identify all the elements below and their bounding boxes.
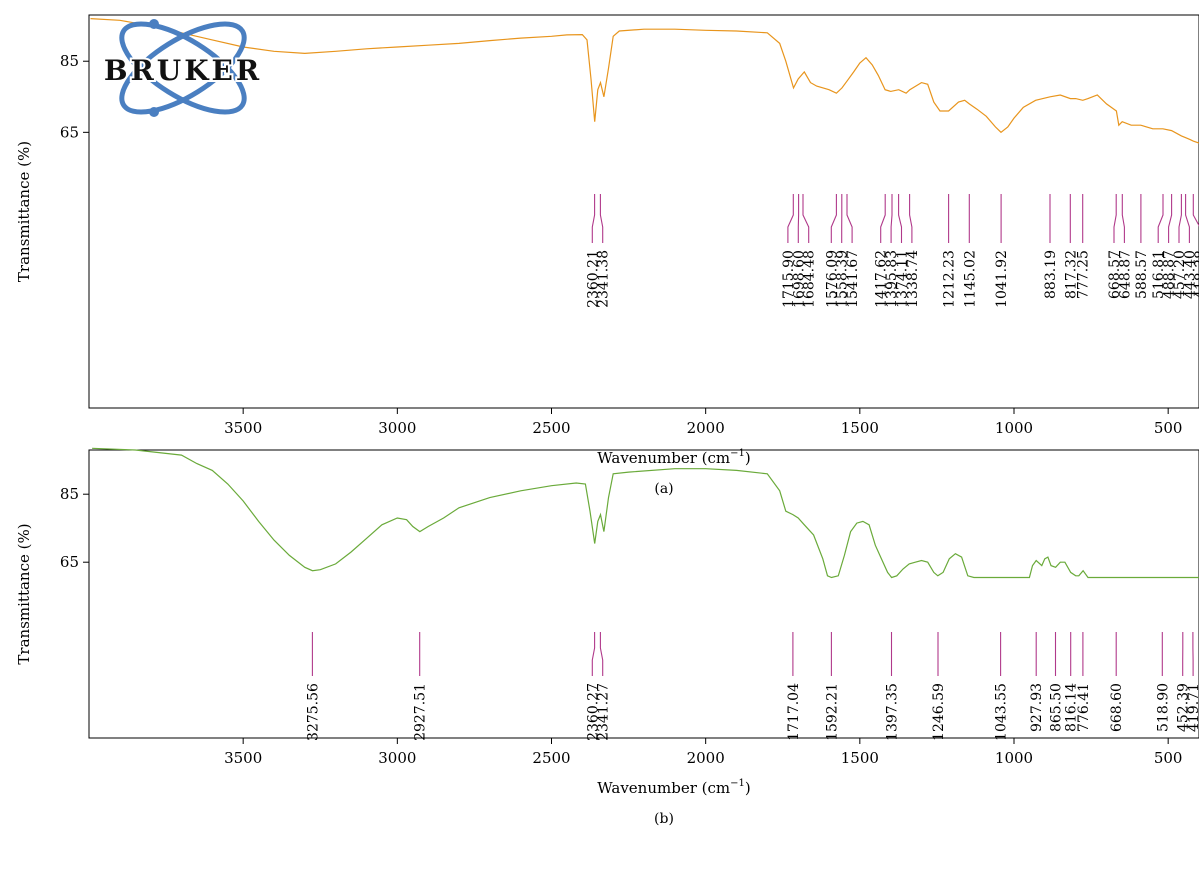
- y-tick-label: 85: [60, 52, 79, 70]
- peak-label: 1717.04: [786, 683, 802, 741]
- peak-label: 777.25: [1076, 250, 1092, 299]
- x-tick-label: 500: [1154, 419, 1183, 437]
- peak-label: 1041.92: [994, 250, 1010, 308]
- peak-label: 1397.35: [885, 683, 901, 741]
- x-axis-label-a: Wavenumber (cm−1): [597, 448, 750, 467]
- x-axis-a: 3500 3000 2500 2000 1500 1000 500: [224, 408, 1182, 437]
- x-axis-b: 3500 3000 2500 2000 1500 1000 500: [224, 738, 1182, 767]
- peak-label: 776.41: [1076, 683, 1092, 732]
- peak-marker: [831, 194, 836, 243]
- peak-label: 648.87: [1117, 250, 1133, 299]
- x-axis-label-b: Wavenumber (cm−1): [597, 778, 750, 797]
- y-axis-b: 65 85: [60, 485, 89, 571]
- peak-marker: [1193, 194, 1199, 243]
- peak-label: 668.60: [1109, 683, 1125, 732]
- peak-label: 2927.51: [413, 683, 429, 741]
- x-tick-label: 2500: [532, 419, 570, 437]
- spectrum-line-b: [92, 448, 1199, 577]
- peak-marker: [881, 194, 886, 243]
- peak-marker: [910, 194, 912, 243]
- peak-marker: [899, 194, 902, 243]
- peak-label: 1246.59: [931, 683, 947, 741]
- x-tick-label: 1500: [841, 419, 879, 437]
- x-tick-label: 1500: [841, 749, 879, 767]
- panel-a: 65 85 3500 3000 2500 2000 1500 1000 500 2360.21…: [15, 7, 1199, 497]
- x-tick-label: 3000: [378, 749, 416, 767]
- y-axis-label-b: Transmittance (%): [15, 523, 33, 664]
- peak-marker: [592, 194, 594, 243]
- y-tick-label: 85: [60, 485, 79, 503]
- peak-label: 927.93: [1029, 683, 1045, 732]
- peak-marker: [1122, 194, 1124, 243]
- x-tick-label: 3000: [378, 419, 416, 437]
- peak-marker: [600, 632, 602, 676]
- logo-wordmark: BRUKER: [104, 54, 262, 87]
- x-tick-label: 1000: [995, 749, 1033, 767]
- peak-marker: [1179, 194, 1181, 243]
- x-tick-label: 3500: [224, 749, 262, 767]
- peak-label: 883.19: [1043, 250, 1059, 299]
- peak-label: 419.71: [1186, 683, 1199, 732]
- peak-label: 1541.67: [845, 250, 861, 308]
- y-axis-a: 65 85: [60, 52, 89, 141]
- peak-label: 1043.55: [994, 683, 1010, 741]
- panel-b: 65 85 3500 3000 2500 2000 1500 1000 500 3275.56…: [15, 448, 1199, 827]
- x-tick-label: 3500: [224, 419, 262, 437]
- peak-label: 1592.21: [824, 683, 840, 741]
- peak-label: 418.38: [1193, 250, 1199, 299]
- y-tick-label: 65: [60, 123, 79, 141]
- x-tick-label: 2000: [687, 749, 725, 767]
- bruker-logo: BRUKER: [104, 7, 262, 129]
- peak-marker: [600, 194, 602, 243]
- y-tick-label: 65: [60, 553, 79, 571]
- x-tick-label: 2500: [532, 749, 570, 767]
- x-tick-label: 1000: [995, 419, 1033, 437]
- peak-marker: [1186, 194, 1190, 243]
- peak-marker: [803, 194, 809, 243]
- y-axis-label-a: Transmittance (%): [15, 141, 33, 282]
- peak-label: 1684.48: [802, 250, 818, 308]
- peak-marker: [891, 194, 892, 243]
- peak-label: 865.50: [1049, 683, 1065, 732]
- peak-label: 3275.56: [305, 683, 321, 741]
- x-tick-label: 2000: [687, 419, 725, 437]
- peak-marker: [1158, 194, 1163, 243]
- peak-label: 2341.38: [596, 250, 612, 308]
- peak-label: 588.57: [1134, 250, 1150, 299]
- peak-marker: [1169, 194, 1172, 243]
- peak-label: 1338.74: [905, 250, 921, 308]
- peak-marker: [847, 194, 852, 243]
- peak-label: 2341.27: [596, 683, 612, 741]
- panel-label-a: (a): [654, 481, 673, 497]
- peak-marker: [1114, 194, 1116, 243]
- peak-label: 518.90: [1155, 683, 1171, 732]
- peak-marker: [592, 632, 594, 676]
- panel-label-b: (b): [654, 811, 674, 827]
- peak-label: 1212.23: [942, 250, 958, 308]
- x-tick-label: 500: [1154, 749, 1183, 767]
- peak-label: 1145.02: [962, 250, 978, 308]
- peak-marker: [788, 194, 793, 243]
